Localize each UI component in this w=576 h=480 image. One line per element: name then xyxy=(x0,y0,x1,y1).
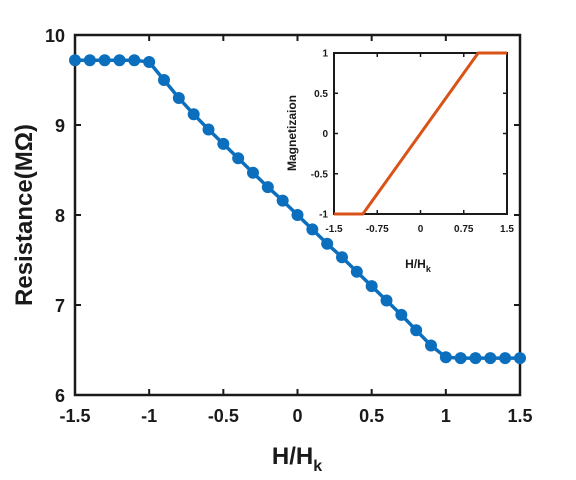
main-series xyxy=(69,54,526,365)
x-tick-label: 0.75 xyxy=(454,224,474,235)
x-tick-label: 1.5 xyxy=(500,224,514,235)
y-tick-label: 10 xyxy=(45,26,65,46)
y-tick-label: 0 xyxy=(322,129,328,140)
data-point xyxy=(158,74,170,86)
y-tick-label: -0.5 xyxy=(311,169,329,180)
x-tick-label: 0 xyxy=(292,406,302,426)
y-tick-label: 1 xyxy=(322,49,328,60)
data-point xyxy=(276,194,289,207)
data-point xyxy=(350,265,363,278)
main-y-axis-label: Resistance(MΩ) xyxy=(11,124,38,306)
x-tick-label: -1.5 xyxy=(325,224,343,235)
data-point xyxy=(187,108,200,121)
main-x-axis-label-subscript: k xyxy=(313,458,322,475)
x-tick-label: 1.5 xyxy=(507,406,532,426)
data-point xyxy=(321,237,334,250)
inset-y-axis-label: Magnetizaion xyxy=(285,95,299,171)
data-point xyxy=(128,54,141,67)
series-line xyxy=(334,51,507,216)
data-point xyxy=(395,308,408,321)
data-point xyxy=(232,152,245,165)
data-point xyxy=(306,223,319,236)
data-point xyxy=(514,352,526,365)
data-point xyxy=(143,56,156,68)
y-tick-label: -1 xyxy=(319,210,328,221)
data-point xyxy=(439,351,452,364)
data-point xyxy=(484,352,497,365)
data-point xyxy=(499,352,512,365)
data-point xyxy=(291,209,304,221)
y-tick-label: 7 xyxy=(55,296,65,316)
data-point xyxy=(454,352,467,365)
x-tick-label: -0.5 xyxy=(208,406,239,426)
data-point xyxy=(83,54,96,67)
inset-x-axis-label-subscript: k xyxy=(426,264,432,274)
x-tick-label: -0.75 xyxy=(366,224,389,235)
inset-plot: -1.5 -0.75 0 0.75 1.5 -1 -0.5 0 0.5 1 H/Hk Magnet… xyxy=(285,49,514,275)
x-tick-label: 0.5 xyxy=(359,406,384,426)
data-point xyxy=(113,54,126,67)
y-tick-label: 0.5 xyxy=(314,89,328,100)
x-tick-label: 0 xyxy=(418,224,424,235)
data-point xyxy=(202,123,215,136)
data-point xyxy=(425,339,437,352)
main-x-axis-label: H/Hk xyxy=(272,443,322,475)
inset-x-axis-label: H/Hk xyxy=(405,257,432,274)
data-point xyxy=(380,294,393,307)
data-point xyxy=(69,54,81,67)
data-point xyxy=(365,280,378,293)
y-tick-label: 6 xyxy=(55,386,65,406)
data-point xyxy=(336,251,348,264)
y-tick-label: 8 xyxy=(55,206,65,226)
data-point xyxy=(247,166,259,179)
data-point xyxy=(261,181,274,194)
x-tick-label: -1.5 xyxy=(59,406,90,426)
x-tick-label: -1 xyxy=(141,406,157,426)
x-tick-label: 1 xyxy=(441,406,451,426)
inset-series xyxy=(334,51,507,216)
data-point xyxy=(217,137,230,150)
data-point xyxy=(98,54,111,67)
data-point xyxy=(172,92,185,104)
y-tick-label: 9 xyxy=(55,116,65,136)
data-point xyxy=(410,324,423,337)
data-point xyxy=(469,352,482,365)
